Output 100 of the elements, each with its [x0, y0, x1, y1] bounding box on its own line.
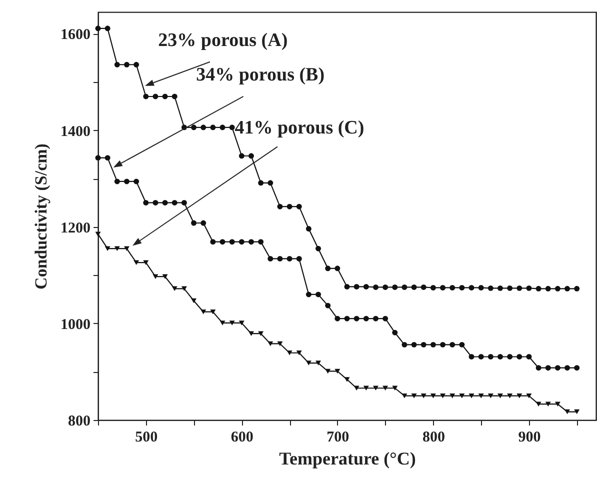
point	[229, 239, 235, 245]
point	[191, 298, 197, 304]
x-tick-label: 600	[230, 430, 254, 446]
point	[172, 200, 178, 206]
point	[516, 393, 522, 398]
point	[459, 393, 465, 398]
point	[478, 354, 484, 360]
point	[306, 360, 312, 366]
point	[411, 342, 417, 348]
point	[277, 341, 283, 346]
point	[382, 386, 388, 391]
point	[104, 246, 110, 251]
point	[372, 284, 378, 290]
point	[344, 316, 350, 322]
point	[402, 284, 408, 290]
point	[526, 285, 532, 291]
point	[124, 178, 130, 184]
point	[430, 342, 436, 348]
point	[450, 284, 456, 290]
point	[248, 239, 254, 245]
point	[210, 239, 216, 245]
x-tick-label: 800	[422, 430, 445, 446]
point	[411, 284, 417, 290]
point	[392, 330, 398, 336]
point	[516, 285, 522, 291]
point	[134, 260, 140, 265]
point	[574, 286, 580, 292]
point	[354, 284, 360, 290]
point	[382, 316, 388, 322]
point	[468, 284, 474, 290]
point	[372, 316, 378, 322]
point	[277, 256, 283, 262]
point	[488, 354, 494, 360]
point	[478, 393, 484, 398]
point	[229, 320, 235, 326]
point	[430, 393, 436, 398]
point	[536, 286, 542, 292]
point	[296, 204, 302, 210]
point	[181, 200, 187, 206]
y-tick-label: 1000	[60, 316, 90, 333]
point	[450, 342, 456, 348]
y-tick-label: 1600	[60, 27, 90, 44]
point	[152, 274, 158, 279]
point	[363, 386, 369, 391]
point	[478, 284, 484, 290]
point	[134, 178, 140, 184]
point	[440, 284, 446, 290]
point	[334, 316, 340, 322]
point	[306, 292, 312, 298]
point	[363, 284, 369, 290]
point	[497, 354, 503, 360]
point	[200, 124, 206, 130]
point	[468, 354, 474, 360]
point	[286, 204, 292, 210]
point	[286, 350, 292, 356]
point	[507, 354, 513, 360]
point	[507, 393, 513, 398]
point	[286, 256, 292, 262]
point	[210, 309, 216, 314]
point	[488, 393, 494, 398]
point	[268, 180, 274, 186]
point	[402, 393, 408, 398]
y-tick-label: 1200	[60, 220, 90, 236]
point	[296, 350, 302, 356]
point	[334, 266, 340, 272]
point	[162, 200, 168, 206]
point	[363, 316, 369, 322]
point	[392, 284, 398, 290]
point	[114, 178, 120, 184]
point	[229, 124, 235, 130]
point	[325, 302, 331, 308]
point	[143, 260, 149, 265]
point	[536, 402, 542, 406]
point	[172, 94, 178, 100]
point	[536, 365, 542, 371]
point	[114, 62, 120, 68]
point	[554, 402, 560, 406]
point	[306, 226, 312, 232]
annotation: 23% porous (A)	[158, 30, 288, 51]
point	[344, 284, 350, 290]
point	[344, 377, 350, 382]
point	[354, 316, 360, 322]
x-tick-label: 500	[135, 430, 158, 446]
x-tick-label: 900	[518, 430, 541, 446]
point	[114, 246, 120, 251]
point	[172, 286, 178, 292]
point	[564, 286, 570, 292]
point	[220, 320, 226, 326]
point	[248, 331, 254, 336]
point	[420, 284, 426, 290]
point	[162, 94, 168, 100]
point	[143, 94, 149, 100]
point	[450, 393, 456, 398]
point	[402, 342, 408, 348]
point	[325, 368, 331, 374]
point	[545, 402, 551, 406]
point	[277, 204, 283, 210]
point	[143, 200, 149, 206]
point	[488, 285, 494, 291]
point	[316, 246, 322, 252]
